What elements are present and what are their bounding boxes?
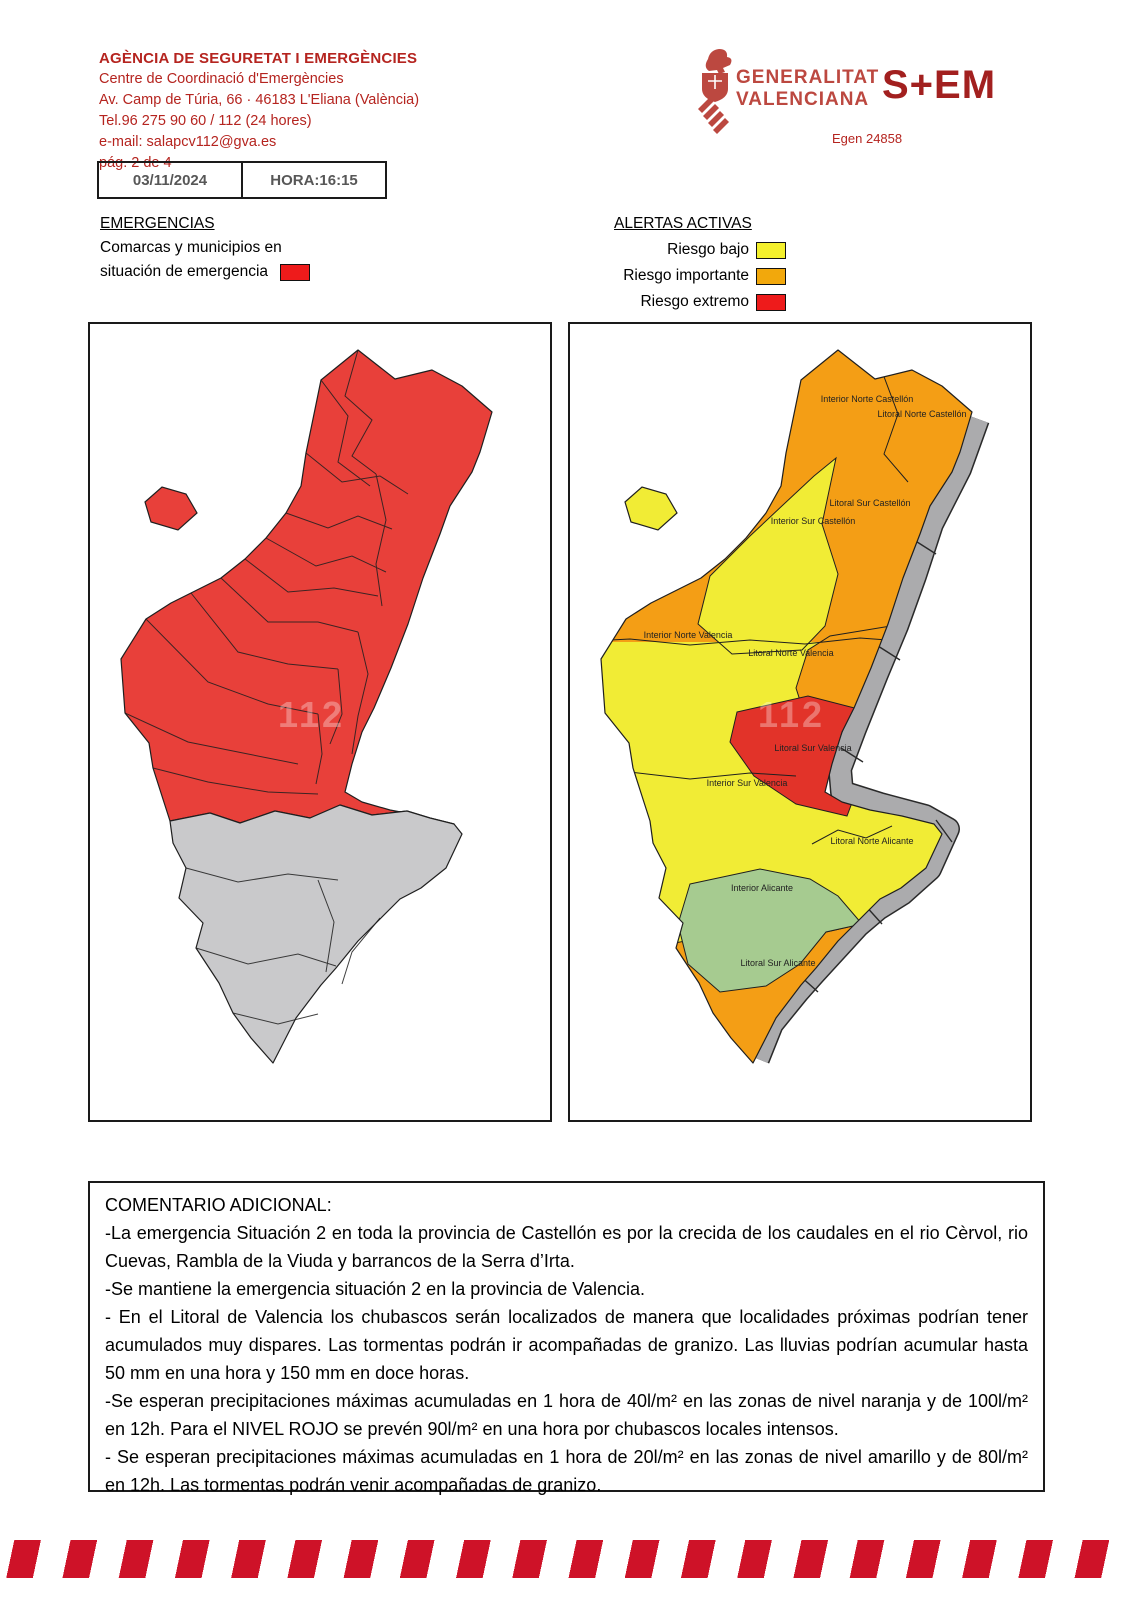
label-interior-sur-valencia: Interior Sur Valencia: [707, 778, 788, 788]
label-litoral-sur-alicante: Litoral Sur Alicante: [740, 958, 815, 968]
alertas-legend: ALERTAS ACTIVAS Riesgo bajo Riesgo impor…: [598, 212, 786, 314]
comment-paragraph: - En el Litoral de Valencia los chubasco…: [105, 1307, 1028, 1383]
emergency-map: 112: [88, 322, 552, 1122]
emergency-map-svg: 112: [120, 349, 493, 1064]
comment-paragraph: - Se esperan precipitaciones máximas acu…: [105, 1447, 1028, 1495]
legend-row-riesgo-bajo: Riesgo bajo: [598, 238, 786, 262]
alert-map-svg: Interior Norte Castellón Litoral Norte C…: [600, 349, 990, 1064]
exclave-zone-yellow: [624, 486, 678, 531]
riesgo-bajo-swatch: [756, 241, 786, 259]
agency-name: AGÈNCIA DE SEGURETAT I EMERGÈNCIES: [99, 50, 418, 67]
alert-map: Interior Norte Castellón Litoral Norte C…: [568, 322, 1032, 1122]
label-litoral-sur-valencia: Litoral Sur Valencia: [774, 743, 851, 753]
riesgo-extremo-swatch: [756, 293, 786, 311]
generalitat-emblem-icon: [698, 49, 732, 134]
comarca-borders: [124, 349, 409, 1025]
comment-paragraph: -La emergencia Situación 2 en toda la pr…: [105, 1223, 1028, 1271]
agency-header: AGÈNCIA DE SEGURETAT I EMERGÈNCIES Centr…: [99, 48, 419, 174]
comment-paragraph: -Se esperan precipitaciones máximas acum…: [105, 1391, 1028, 1439]
branding-area: GENERALITAT VALENCIANA S+EM Egen 24858: [690, 45, 1020, 160]
riesgo-bajo-label: Riesgo bajo: [667, 241, 749, 258]
emergencias-label-line1: Comarcas y municipios en: [100, 239, 282, 256]
label-interior-norte-valencia: Interior Norte Valencia: [644, 630, 733, 640]
no-emergency-zone-gray: [169, 804, 463, 1064]
generalitat-line1: GENERALITAT: [736, 67, 880, 88]
emergencias-title: EMERGENCIAS: [100, 215, 215, 232]
label-interior-sur-castellon: Interior Sur Castellón: [771, 516, 856, 526]
watermark-112: 112: [758, 694, 825, 735]
emergencias-legend: EMERGENCIAS Comarcas y municipios en sit…: [100, 212, 311, 284]
page-number: pág. 2 de 4: [99, 155, 172, 171]
label-litoral-sur-castellon: Litoral Sur Castellón: [829, 498, 910, 508]
comment-paragraph: -Se mantiene la emergencia situación 2 e…: [105, 1279, 645, 1299]
agency-phone: Tel.96 275 90 60 / 112 (24 hores): [99, 113, 312, 129]
legend-row-riesgo-importante: Riesgo importante: [598, 264, 786, 288]
zone-interior-sur-castellon: [697, 456, 839, 655]
generalitat-line2: VALENCIANA: [736, 89, 870, 110]
legend-row-riesgo-extremo: Riesgo extremo: [598, 290, 786, 314]
zone-interior-alicante: [677, 868, 863, 993]
riesgo-extremo-label: Riesgo extremo: [640, 293, 749, 310]
additional-comment-box: COMENTARIO ADICIONAL: -La emergencia Sit…: [88, 1181, 1045, 1495]
riesgo-importante-label: Riesgo importante: [623, 267, 749, 284]
zone-labels: Interior Norte Castellón Litoral Norte C…: [644, 394, 967, 968]
agency-dept: Centre de Coordinació d'Emergències: [99, 71, 344, 87]
region-outline: [600, 349, 973, 1064]
sem-logo: S+EM: [882, 63, 997, 107]
footer-hazard-stripes: [0, 1540, 1131, 1578]
report-date: 03/11/2024: [99, 163, 243, 197]
date-time-box: 03/11/2024 HORA:16:15: [97, 161, 387, 199]
emergency-red-swatch: [280, 263, 311, 281]
agency-email: e-mail: salapcv112@gva.es: [99, 134, 277, 150]
alertas-title: ALERTAS ACTIVAS: [614, 215, 752, 232]
label-interior-alicante: Interior Alicante: [731, 883, 793, 893]
comment-title: COMENTARIO ADICIONAL:: [105, 1195, 332, 1215]
label-interior-norte-castellon: Interior Norte Castellón: [821, 394, 914, 404]
label-litoral-norte-castellon: Litoral Norte Castellón: [877, 409, 966, 419]
label-litoral-norte-alicante: Litoral Norte Alicante: [830, 836, 913, 846]
watermark-112: 112: [278, 694, 345, 735]
label-litoral-norte-valencia: Litoral Norte Valencia: [748, 648, 833, 658]
agency-address: Av. Camp de Túria, 66 · 46183 L'Eliana (…: [99, 92, 420, 108]
exclave-zone: [144, 486, 198, 531]
riesgo-importante-swatch: [756, 267, 786, 285]
emergency-zone-red: [120, 349, 493, 825]
generalitat-wordmark: GENERALITAT VALENCIANA: [736, 67, 879, 111]
emergencias-label-line2: situación de emergencia: [100, 263, 269, 280]
egen-number: Egen 24858: [832, 131, 903, 146]
report-time: HORA:16:15: [270, 171, 358, 189]
